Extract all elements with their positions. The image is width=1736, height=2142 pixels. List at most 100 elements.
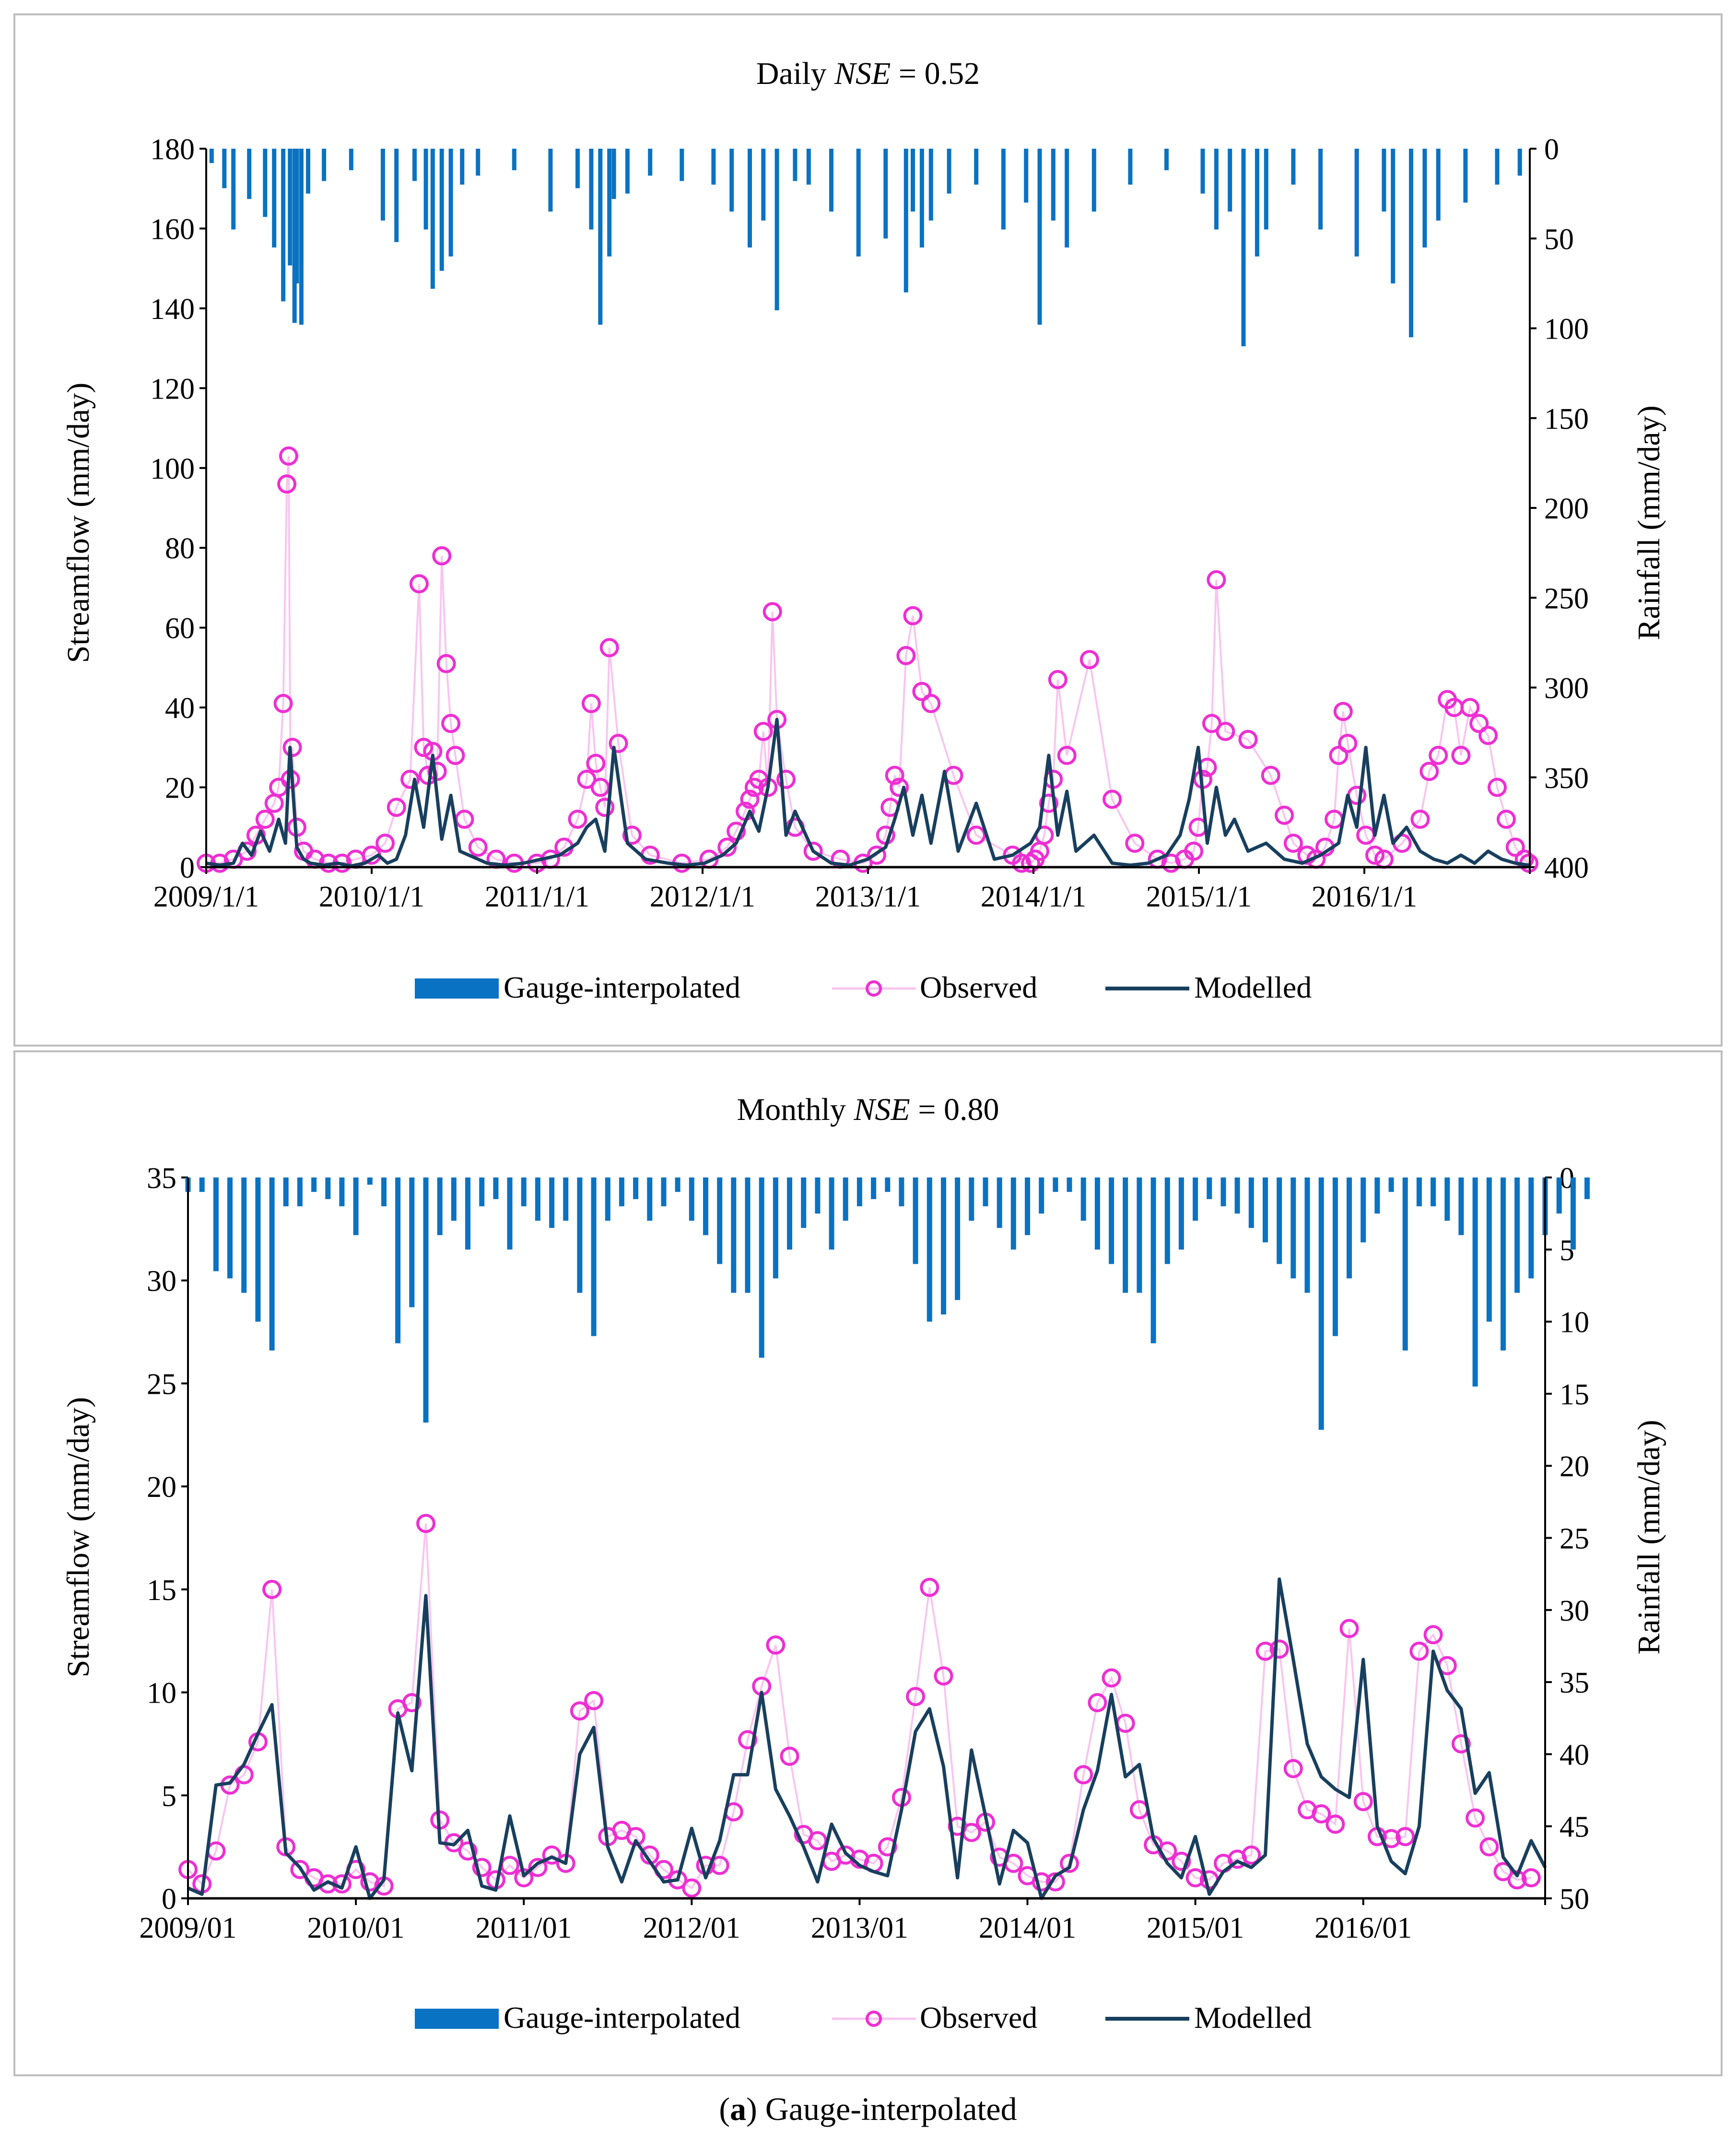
m-observed-point	[1255, 1641, 1275, 1661]
m-rain-bar	[969, 1177, 974, 1221]
d-x-tick-label: 2011/1/1	[485, 881, 589, 913]
d-observed-point	[1297, 846, 1317, 865]
d-rain-bar	[1255, 149, 1259, 257]
m-rain-bar	[1248, 1177, 1254, 1228]
m-y-right-tick-label: 15	[1560, 1378, 1589, 1411]
m-observed-point	[1479, 1837, 1499, 1857]
d-observed-point	[1103, 789, 1122, 809]
d-rain-bar	[1051, 149, 1056, 221]
daily-y-right-ticks: 0 50 100 150 200 250 300 350 400	[1530, 133, 1589, 884]
d-observed-point	[896, 646, 916, 665]
d-rain-bar	[761, 149, 766, 221]
d-rain-bar	[625, 149, 630, 194]
d-observed-point	[1125, 834, 1145, 853]
d-rain-bar	[380, 149, 385, 221]
m-rain-bar	[255, 1177, 261, 1322]
d-observed-point	[586, 753, 606, 773]
m-rain-bar	[1150, 1177, 1156, 1343]
m-x-tick-label: 2016/01	[1314, 1912, 1412, 1944]
d-observed-point	[1207, 570, 1226, 589]
m-observed-point	[262, 1579, 282, 1599]
d-observed-point	[1079, 650, 1099, 670]
d-modelled-line	[206, 718, 1529, 868]
m-rain-bar	[395, 1177, 401, 1343]
d-observed-point	[1333, 702, 1353, 721]
m-rain-bar	[311, 1177, 317, 1192]
d-rain-bar	[476, 149, 481, 176]
m-rain-bar	[1347, 1177, 1352, 1279]
daily-modelled-series	[206, 718, 1529, 868]
d-y-tick-label: 120	[150, 373, 195, 405]
d-rain-bar	[231, 149, 236, 230]
d-rain-bar	[1200, 149, 1205, 194]
m-rain-bar	[1388, 1177, 1394, 1192]
d-observed-point	[885, 765, 904, 785]
m-x-tick-label: 2015/01	[1147, 1912, 1244, 1944]
d-rain-bar	[322, 149, 327, 181]
d-y-right-tick-label: 50	[1544, 223, 1574, 256]
d-y-tick-label: 80	[165, 532, 195, 565]
m-x-tick-label: 2009/01	[139, 1912, 236, 1944]
m-rain-bar	[353, 1177, 359, 1236]
m-y-tick-label: 20	[147, 1471, 176, 1504]
monthly-legend-modelled-label: Modelled	[1194, 2001, 1312, 2035]
d-rain-bar	[292, 149, 297, 323]
d-observed-point	[622, 825, 642, 845]
d-rain-bar	[394, 149, 399, 242]
caption-text: Gauge-interpolated	[765, 2091, 1017, 2127]
d-rain-bar	[448, 149, 453, 257]
monthly-legend-observed-marker	[866, 2011, 882, 2027]
m-y-right-tick-label: 20	[1560, 1450, 1589, 1483]
d-rain-bar	[288, 149, 293, 266]
m-x-tick-label: 2010/01	[307, 1912, 404, 1944]
d-rain-bar	[439, 149, 444, 271]
m-observed-point	[1353, 1792, 1373, 1812]
m-observed-point	[934, 1666, 953, 1686]
d-rain-bar	[423, 149, 428, 230]
m-y-right-tick-label: 35	[1560, 1667, 1589, 1699]
m-rain-bar	[1374, 1177, 1380, 1214]
monthly-panel-frame	[13, 1050, 1723, 2076]
m-rain-bar	[479, 1177, 485, 1207]
d-y-right-tick-label: 400	[1544, 852, 1589, 884]
m-rain-bar	[283, 1177, 289, 1207]
d-observed-point	[1460, 698, 1480, 718]
m-rain-bar	[521, 1177, 527, 1207]
m-y-right-tick-label: 10	[1560, 1306, 1589, 1339]
m-rain-bar	[843, 1177, 848, 1221]
d-rain-bar	[1517, 149, 1522, 176]
d-observed-point	[1184, 841, 1204, 861]
m-rain-bar	[1123, 1177, 1128, 1293]
m-rain-bar	[689, 1177, 694, 1221]
m-rain-bar	[745, 1177, 751, 1293]
d-rain-bar	[648, 149, 653, 176]
daily-title-prefix: Daily	[756, 56, 834, 91]
d-rain-bar	[919, 149, 924, 247]
m-rain-bar	[535, 1177, 540, 1221]
d-rain-bar	[1264, 149, 1268, 230]
d-rain-bar	[1318, 149, 1323, 230]
d-rain-bar	[1091, 149, 1096, 212]
daily-legend: Gauge-interpolated Observed Modelled	[415, 970, 1312, 1004]
m-rain-bar	[1094, 1177, 1100, 1250]
m-rain-bar	[507, 1177, 513, 1250]
daily-y-right-axis-label: Rainfall (mm/day)	[1631, 405, 1666, 640]
m-rain-bar	[619, 1177, 624, 1207]
d-observed-point	[921, 694, 941, 713]
m-rain-bar	[856, 1177, 862, 1207]
m-rain-bar	[325, 1177, 331, 1200]
d-rain-bar	[1436, 149, 1441, 221]
d-observed-point	[577, 769, 597, 789]
m-x-tick-label: 2012/01	[643, 1912, 740, 1944]
m-rain-bar	[1584, 1177, 1590, 1200]
d-observed-point	[468, 837, 488, 857]
m-rain-bar	[591, 1177, 597, 1336]
d-observed-point	[1478, 726, 1498, 745]
d-rain-bar	[1382, 149, 1386, 212]
m-rain-bar	[409, 1177, 415, 1307]
d-rain-bar	[299, 149, 304, 325]
m-y-right-tick-label: 50	[1560, 1883, 1589, 1916]
d-observed-point	[912, 682, 932, 701]
monthly-title: Monthly NSE = 0.80	[737, 1092, 999, 1127]
m-observed-point	[808, 1831, 827, 1850]
